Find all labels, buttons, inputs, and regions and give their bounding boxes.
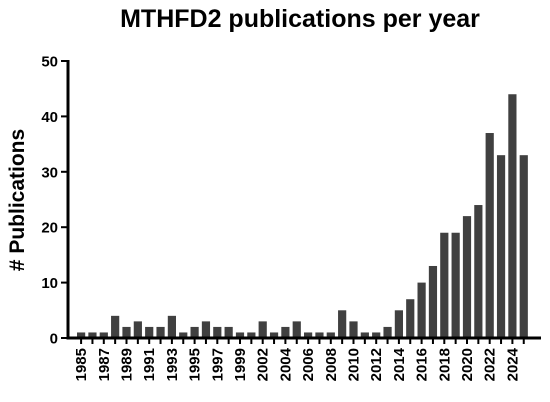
- y-tick-label: 40: [41, 109, 58, 126]
- bar-2006: [304, 332, 313, 338]
- bar-1996: [201, 321, 211, 338]
- x-tick-label: 2024: [504, 347, 521, 381]
- x-tick-label: 1991: [141, 348, 158, 381]
- bar-1998: [224, 326, 233, 338]
- x-tick-label: 2012: [368, 348, 385, 381]
- bar-2017: [428, 265, 438, 338]
- bar-2025: [519, 155, 528, 338]
- x-tick-label: 2022: [482, 348, 499, 381]
- bar-1991: [145, 326, 154, 338]
- bar-1999: [235, 332, 245, 338]
- x-tick-label: 1999: [232, 348, 249, 381]
- x-tick-label: 1987: [96, 348, 113, 381]
- x-tick-label: 1997: [209, 348, 226, 381]
- bar-2014: [394, 310, 403, 338]
- bar-2007: [315, 332, 324, 338]
- y-tick-label: 0: [50, 331, 58, 348]
- bar-1988: [111, 315, 120, 338]
- x-tick-label: 1995: [187, 348, 204, 381]
- y-axis-ticks: 0 10 20 30 40 50: [41, 54, 68, 348]
- bar-2008: [326, 332, 335, 338]
- bar-1989: [122, 326, 131, 338]
- axes: [66, 60, 541, 340]
- bar-1997: [213, 326, 222, 338]
- y-tick-label: 50: [41, 54, 58, 71]
- bar-1986: [88, 332, 97, 338]
- x-tick-label: 1989: [119, 348, 136, 381]
- bar-1985: [77, 332, 86, 338]
- x-axis-ticks: 1985 1987 1989 1991 1993 1995 1997 1999 2002 2004…: [73, 338, 525, 381]
- bar-2009: [338, 310, 347, 338]
- bar-2022: [485, 133, 494, 338]
- x-tick-label: 2020: [459, 348, 476, 381]
- y-tick-label: 30: [41, 164, 58, 181]
- chart-title: MTHFD2 publications per year: [120, 5, 480, 33]
- bar-2011: [360, 332, 369, 338]
- bar-1990: [133, 321, 142, 338]
- bar-2003: [269, 332, 279, 338]
- bar-2020: [462, 216, 472, 338]
- y-tick-label: 20: [41, 220, 58, 237]
- bar-2000: [247, 332, 256, 338]
- bar-2015: [406, 299, 415, 338]
- x-tick-label: 2006: [300, 348, 317, 381]
- bar-1994: [179, 332, 188, 338]
- bar-2004: [281, 326, 290, 338]
- x-tick-label: 2002: [255, 348, 272, 381]
- bar-1992: [156, 326, 165, 338]
- x-tick-label: 2004: [277, 347, 294, 381]
- y-axis-label: # Publications: [6, 129, 29, 271]
- bar-2023: [496, 155, 506, 338]
- x-tick-label: 2008: [323, 348, 340, 381]
- bar-1993: [167, 315, 176, 338]
- bar-2021: [474, 205, 483, 338]
- x-tick-label: 2016: [414, 348, 431, 381]
- x-tick-label: 2010: [346, 348, 363, 381]
- bar-2024: [508, 94, 517, 339]
- x-tick-label: 2014: [391, 347, 408, 381]
- bar-2005: [292, 321, 301, 338]
- bar-2019: [451, 232, 460, 338]
- x-tick-label: 2018: [436, 348, 453, 381]
- x-tick-label: 1985: [73, 348, 90, 381]
- bar-1987: [99, 332, 108, 338]
- bar-2013: [383, 326, 392, 338]
- bar-1995: [190, 326, 199, 338]
- bar-2016: [417, 282, 426, 338]
- y-tick-label: 10: [41, 275, 58, 292]
- bar-2012: [372, 332, 381, 338]
- bar-2018: [440, 232, 449, 338]
- x-tick-label: 1993: [164, 348, 181, 381]
- bars-group: [77, 94, 528, 339]
- bar-2002: [258, 321, 267, 338]
- bar-2010: [349, 321, 358, 338]
